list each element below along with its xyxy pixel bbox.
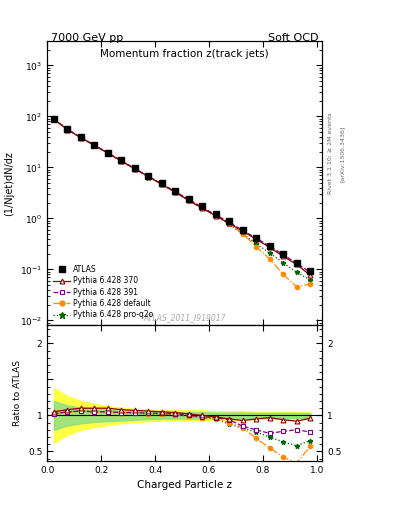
Text: 7000 GeV pp: 7000 GeV pp xyxy=(51,33,123,44)
Text: [arXiv:1306.3436]: [arXiv:1306.3436] xyxy=(340,125,345,182)
X-axis label: Charged Particle z: Charged Particle z xyxy=(137,480,232,490)
Y-axis label: (1/Njet)dN/dz: (1/Njet)dN/dz xyxy=(4,151,15,216)
Text: Momentum fraction z(track jets): Momentum fraction z(track jets) xyxy=(100,50,269,59)
Y-axis label: Ratio to ATLAS: Ratio to ATLAS xyxy=(13,360,22,426)
Text: Soft QCD: Soft QCD xyxy=(268,33,318,44)
Text: ATLAS_2011_I919017: ATLAS_2011_I919017 xyxy=(143,313,226,323)
Legend: ATLAS, Pythia 6.428 370, Pythia 6.428 391, Pythia 6.428 default, Pythia 6.428 pr: ATLAS, Pythia 6.428 370, Pythia 6.428 39… xyxy=(51,263,156,322)
Text: Rivet 3.1.10; ≥ 2M events: Rivet 3.1.10; ≥ 2M events xyxy=(328,113,333,195)
